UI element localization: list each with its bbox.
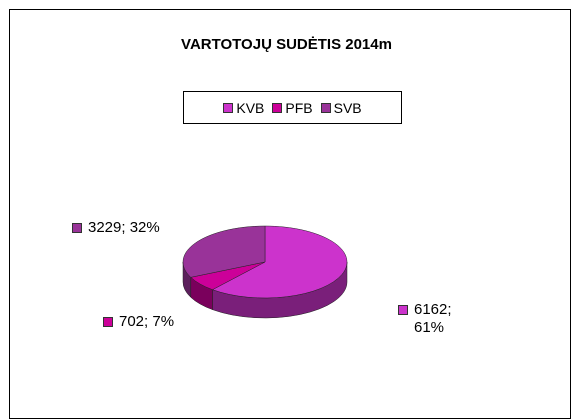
data-label-box: 702; 7% [103, 313, 233, 331]
data-label: 6162; 61% [414, 301, 452, 336]
data-label-box: 3229; 32% [72, 219, 162, 237]
legend-swatch [272, 102, 283, 113]
chart-title: VARTOTOJŲ SUDĖTIS 2014m [181, 36, 392, 53]
data-label-swatch [103, 317, 113, 327]
legend-label: PFB [285, 99, 313, 116]
chart [182, 225, 348, 319]
data-label: 3229; 32% [88, 219, 160, 236]
legend-entry: KVB [223, 100, 264, 116]
legend-swatch [223, 102, 234, 113]
legend: KVB PFB SVB [183, 91, 402, 124]
slice [182, 225, 266, 278]
slice [211, 225, 348, 299]
legend-label: KVB [236, 99, 265, 116]
data-label-swatch [398, 305, 408, 315]
legend-entry: PFB [272, 99, 313, 116]
data-label-swatch [72, 223, 82, 233]
data-label: 702; 7% [119, 313, 175, 330]
legend-label: SVB [333, 99, 362, 116]
legend-swatch [320, 102, 331, 113]
data-label-box: 6162; 61% [398, 301, 478, 337]
legend-entry: SVB [320, 99, 362, 116]
